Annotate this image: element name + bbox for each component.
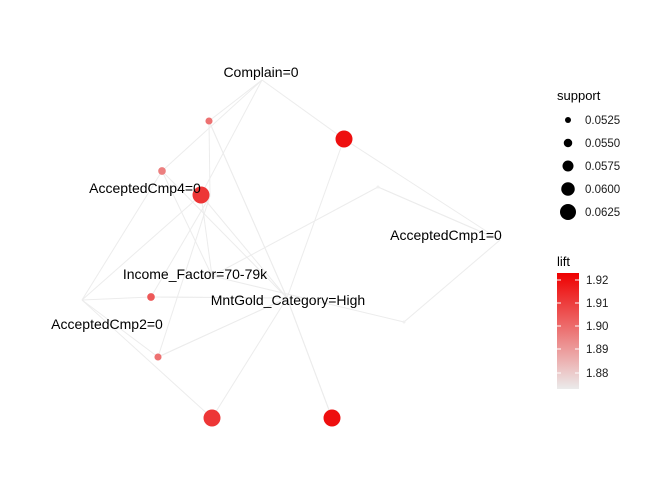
edge: [161, 79, 263, 172]
support-legend-title: support: [557, 88, 601, 103]
item-node-complain: Complain=0: [223, 64, 298, 80]
edge: [343, 138, 501, 241]
edge: [377, 186, 501, 241]
edge: [81, 296, 152, 301]
lift-legend-label: 1.91: [586, 298, 608, 310]
support-legend-label: 0.0625: [585, 207, 620, 219]
support-legend-label: 0.0550: [585, 138, 620, 150]
edge: [157, 195, 211, 358]
support-legend-dot: [565, 117, 571, 123]
support-legend-label: 0.0600: [585, 184, 620, 196]
edge: [208, 79, 263, 122]
edge: [261, 79, 345, 140]
edge: [200, 194, 213, 277]
rule-node-r8: [323, 409, 341, 427]
edge: [81, 170, 163, 301]
rule-node-r7: [203, 409, 221, 427]
rule-node-r6: [154, 353, 162, 361]
edge: [286, 138, 345, 299]
edge: [81, 299, 159, 358]
item-node-accepted-cmp2: AcceptedCmp2=0: [51, 316, 163, 332]
edge: [211, 275, 405, 323]
edge: [211, 186, 379, 277]
item-node-accepted-cmp1: AcceptedCmp1=0: [390, 227, 502, 243]
item-node-income-factor: Income_Factor=70-79k: [123, 266, 268, 282]
support-legend-dot: [561, 182, 575, 196]
rule-node-r5: [147, 293, 155, 301]
edge: [157, 297, 288, 358]
support-legend-dot: [562, 160, 574, 172]
lift-legend-label: 1.92: [586, 275, 608, 287]
rule-node-r1: [205, 117, 213, 125]
edge: [150, 195, 211, 298]
edge: [403, 239, 501, 323]
edge: [150, 296, 288, 299]
lift-legend-label: 1.88: [586, 368, 608, 380]
rule-node-r9: [376, 185, 380, 189]
rule-node-r4: [192, 186, 210, 204]
edge: [208, 120, 211, 197]
edge: [211, 297, 288, 419]
lift-legend-label: 1.89: [586, 344, 608, 356]
lift-legend-title: lift: [557, 254, 570, 269]
support-legend-label: 0.0525: [585, 115, 620, 127]
support-legend-dot: [560, 204, 576, 220]
edge: [208, 120, 288, 299]
item-labels-layer: Complain=0 AcceptedCmp4=0 AcceptedCmp1=0…: [51, 64, 502, 332]
edge: [286, 297, 333, 419]
support-legend-label: 0.0575: [585, 161, 620, 173]
rule-node-r2: [335, 130, 353, 148]
item-node-mntgold-category: MntGold_Category=High: [211, 292, 365, 308]
edge: [200, 79, 263, 196]
edge: [161, 170, 288, 299]
edge: [81, 299, 213, 419]
edge: [161, 170, 213, 277]
lift-colorbar: [557, 273, 579, 389]
edge: [200, 194, 288, 299]
rule-node-r10: [402, 320, 406, 324]
rule-node-r3: [158, 167, 166, 175]
lift-legend: lift 1.92 1.91 1.90 1.89 1.88: [557, 254, 608, 389]
item-node-accepted-cmp4: AcceptedCmp4=0: [89, 180, 201, 196]
edges-layer: [81, 79, 501, 419]
rule-nodes-layer: [147, 117, 406, 427]
support-legend-dot: [563, 138, 573, 148]
support-legend: support 0.0525 0.0550 0.0575 0.0600 0.0625: [557, 88, 620, 220]
edge: [81, 194, 202, 301]
lift-legend-label: 1.90: [586, 321, 608, 333]
